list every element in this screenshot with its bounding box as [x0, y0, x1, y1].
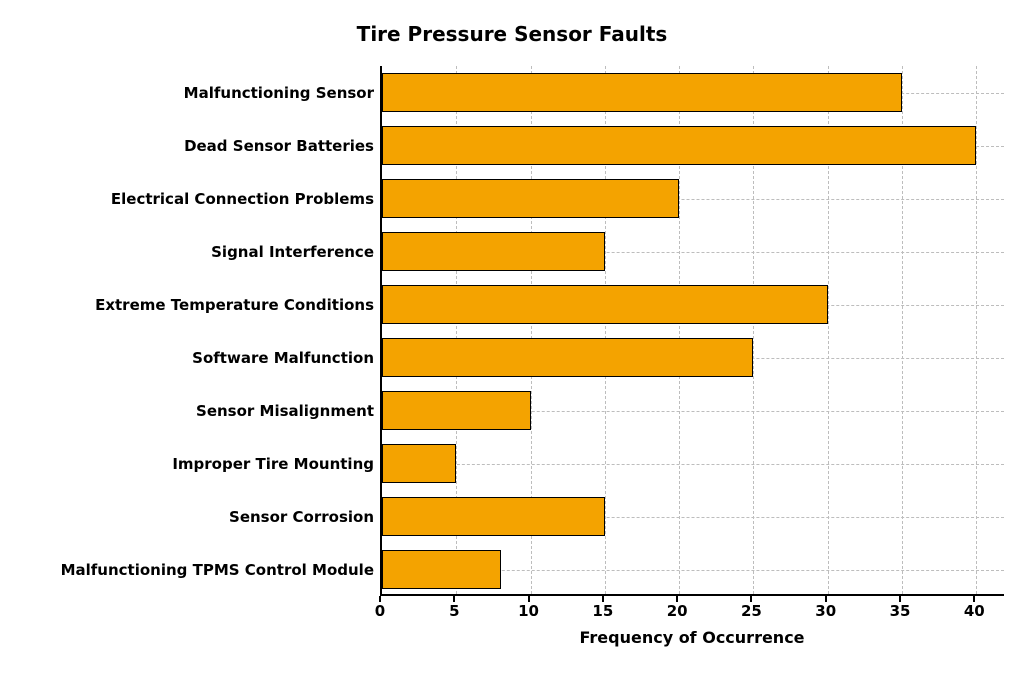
bar: [382, 391, 531, 429]
x-tick-label: 20: [667, 602, 688, 620]
x-tick-label: 35: [890, 602, 911, 620]
x-tick-label: 25: [741, 602, 762, 620]
bar: [382, 497, 605, 535]
bar: [382, 285, 828, 323]
chart-title: Tire Pressure Sensor Faults: [0, 22, 1024, 46]
plot-area: [380, 66, 1004, 596]
bar: [382, 232, 605, 270]
category-label: Signal Interference: [211, 243, 374, 261]
x-tick-label: 5: [449, 602, 459, 620]
bar: [382, 73, 902, 111]
bar: [382, 550, 501, 588]
category-label: Extreme Temperature Conditions: [95, 296, 374, 314]
category-label: Dead Sensor Batteries: [184, 137, 374, 155]
category-label: Sensor Corrosion: [229, 508, 374, 526]
x-tick-label: 40: [964, 602, 985, 620]
bar: [382, 338, 753, 376]
bar: [382, 179, 679, 217]
x-tick-label: 10: [518, 602, 539, 620]
category-label: Software Malfunction: [192, 349, 374, 367]
category-label: Electrical Connection Problems: [111, 190, 374, 208]
x-tick-label: 15: [592, 602, 613, 620]
x-tick-label: 30: [815, 602, 836, 620]
category-label: Malfunctioning Sensor: [184, 84, 374, 102]
gridline-horizontal: [382, 464, 1004, 465]
bar: [382, 126, 976, 164]
chart-container: Tire Pressure Sensor Faults Frequency of…: [0, 10, 1024, 673]
bar: [382, 444, 456, 482]
x-axis-title: Frequency of Occurrence: [380, 628, 1004, 647]
category-label: Improper Tire Mounting: [172, 455, 374, 473]
x-tick-label: 0: [375, 602, 385, 620]
category-label: Malfunctioning TPMS Control Module: [61, 561, 374, 579]
category-label: Sensor Misalignment: [196, 402, 374, 420]
